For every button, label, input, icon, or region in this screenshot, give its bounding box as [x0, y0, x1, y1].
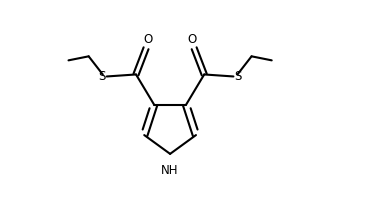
Text: O: O [143, 33, 153, 46]
Text: NH: NH [161, 163, 179, 176]
Text: S: S [235, 70, 242, 83]
Text: O: O [188, 33, 197, 46]
Text: S: S [98, 70, 106, 83]
